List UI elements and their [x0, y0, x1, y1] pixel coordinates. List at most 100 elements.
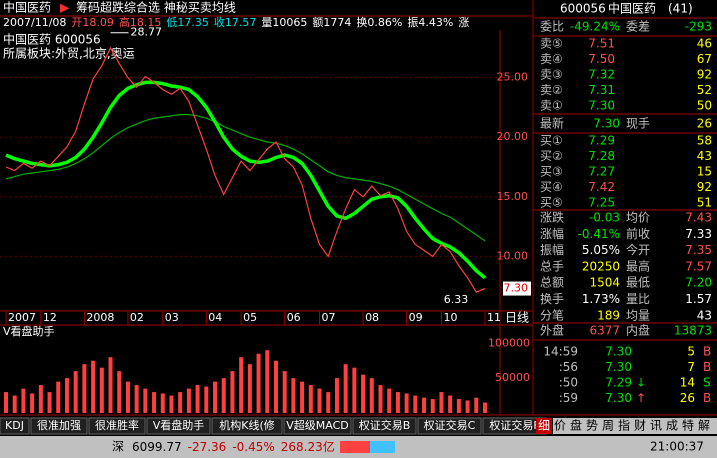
side-tab[interactable]: 价	[554, 419, 566, 433]
status-item: -0.45%	[232, 440, 274, 454]
x-tick-label: 09	[409, 311, 423, 324]
status-item: -27.36	[188, 440, 227, 454]
volume-bar	[474, 397, 479, 413]
ask-price: 7.32	[588, 68, 615, 82]
tab-label[interactable]: 很准胜率	[95, 418, 139, 432]
volume-bar	[239, 357, 244, 413]
volume-bar	[186, 388, 191, 413]
side-tab[interactable]: 盘	[570, 418, 582, 433]
tab-label[interactable]: V超级MACD	[286, 418, 349, 432]
formula: 筹码超跌综合选 神秘买卖均线	[76, 0, 236, 15]
row-label: 涨幅	[540, 226, 564, 241]
ask-label: 卖⑤	[540, 37, 563, 51]
volume-bar	[56, 381, 61, 413]
row-label: 前收	[626, 226, 650, 241]
side-tab[interactable]: 解	[698, 419, 710, 433]
tick-time: :56	[559, 360, 578, 374]
tab-label[interactable]: KDJ	[5, 419, 24, 432]
bid-price: 7.42	[588, 180, 615, 194]
ask-label: 卖④	[540, 52, 563, 66]
row-label: 最低	[626, 276, 650, 290]
volume-bar	[273, 360, 278, 413]
volume-bar	[291, 378, 296, 413]
y-tick-label: 100000	[488, 336, 530, 349]
ask-price: 7.51	[588, 37, 615, 51]
volume-bar	[99, 367, 104, 413]
bid-label: 买②	[540, 149, 563, 163]
tab-label[interactable]: 机构K线(修	[219, 418, 275, 432]
tab[interactable]	[417, 417, 482, 435]
tick-arrow: ↑	[636, 391, 646, 405]
row-value: -0.41%	[578, 227, 620, 241]
status-text: 6099.77 -27.36 -0.45% 268.23亿	[132, 439, 335, 454]
tab[interactable]	[283, 417, 352, 435]
volume-bar	[395, 392, 400, 413]
row-label: 总额	[540, 276, 564, 290]
tick-volume: 26	[680, 391, 695, 405]
side-tab[interactable]: 特	[682, 418, 694, 433]
volume-bar	[317, 388, 322, 413]
volume-bar	[265, 350, 270, 413]
side-tab[interactable]: 讯	[650, 419, 662, 433]
info-item: 振4.43%	[407, 15, 453, 29]
info-item: 2007/11/08	[3, 16, 66, 29]
row-label: 均价	[626, 211, 650, 225]
ask-label: 卖②	[540, 83, 563, 97]
low-label: 6.33	[444, 293, 469, 306]
series-line	[5, 80, 487, 280]
bid-label: 买①	[540, 134, 563, 148]
volume-bar	[483, 402, 487, 413]
bid-label: 买⑤	[540, 196, 563, 210]
x-tick-label: 03	[165, 311, 179, 324]
tab[interactable]	[30, 417, 88, 435]
row-value: 1.73%	[582, 292, 620, 306]
volume-bar	[352, 367, 357, 413]
tab-label[interactable]: 权证交易B	[359, 418, 411, 432]
tab-label[interactable]: V看盘助手	[153, 418, 205, 432]
last-price-label: 7.30	[504, 282, 529, 295]
x-tick-label: 07	[322, 311, 336, 324]
tab-label[interactable]: 权证交易C	[424, 418, 476, 432]
ask-volume: 52	[697, 83, 712, 97]
tab[interactable]	[352, 417, 417, 435]
y-tick-label: 10.00	[497, 249, 529, 262]
status-item: 6099.77	[132, 440, 182, 454]
tab[interactable]	[88, 417, 146, 435]
ask-price: 7.50	[588, 52, 615, 66]
info-item: 高18.15	[119, 15, 162, 29]
row-label: 量比	[626, 292, 650, 306]
volume-bar	[82, 364, 87, 413]
tick-price: 7.30	[605, 391, 632, 405]
tick-price: 7.29	[605, 376, 632, 390]
tick-time: :59	[559, 391, 578, 405]
bid-volume: 92	[697, 180, 712, 194]
info-item: 换0.86%	[356, 15, 402, 29]
y-tick-label: 15.00	[497, 190, 529, 203]
tick-volume: 5	[687, 345, 695, 359]
row-value: 7.30	[593, 117, 620, 131]
tab-label[interactable]: 很准加强	[37, 418, 81, 432]
side-tab[interactable]: 财	[634, 419, 646, 433]
bid-volume: 58	[697, 134, 712, 148]
row-value: 189	[597, 308, 620, 322]
side-tab[interactable]: 势	[586, 419, 598, 433]
tab[interactable]	[0, 417, 30, 435]
tab-label[interactable]: 权证交易F	[489, 418, 539, 432]
volume-bar	[152, 392, 157, 413]
info-line: 2007/11/08 开18.09 高18.15 低17.35 收17.57 量10065…	[3, 15, 469, 29]
side-tab[interactable]: 细	[538, 419, 550, 433]
side-tab[interactable]: 指	[618, 418, 630, 433]
side-tab[interactable]: 周	[602, 419, 614, 433]
side-tab[interactable]: 成	[666, 419, 678, 433]
row-label: 均量	[626, 308, 650, 322]
tab[interactable]	[211, 417, 283, 435]
bid-price: 7.27	[588, 165, 615, 179]
row-label: 涨跌	[540, 210, 564, 225]
tab[interactable]	[146, 417, 211, 435]
row-label: 委比	[540, 20, 564, 34]
tick-arrow: ↓	[636, 376, 646, 390]
y-tick-label: 20.00	[497, 130, 529, 143]
row-value: 7.20	[685, 276, 712, 290]
volume-bar	[117, 371, 122, 413]
